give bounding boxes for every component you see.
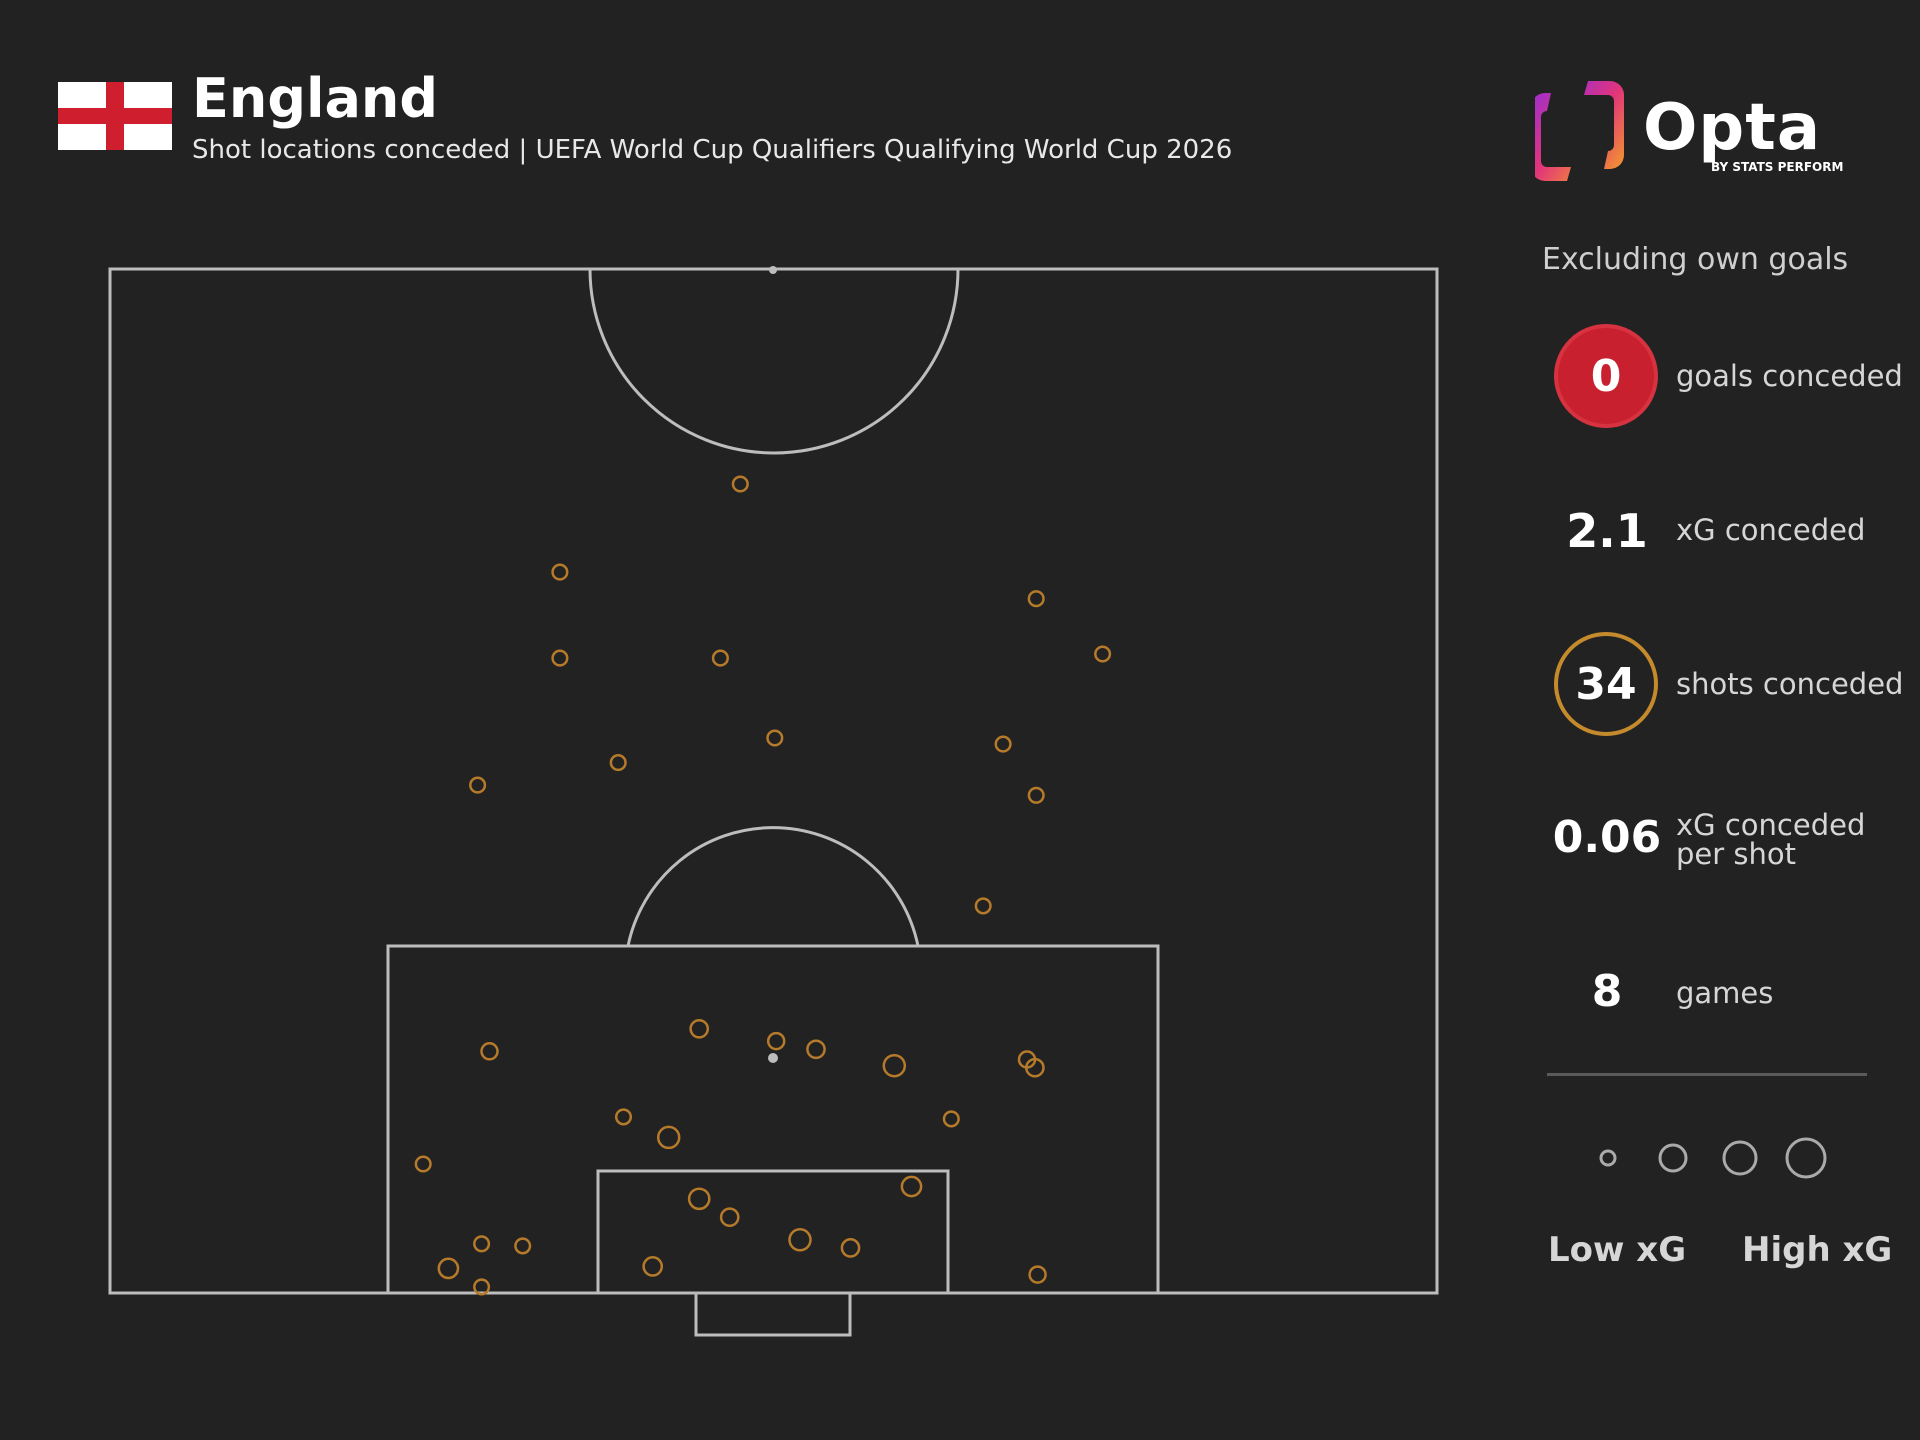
- shot-marker: [437, 1257, 460, 1280]
- shot-marker: [687, 1187, 711, 1211]
- shot-marker: [642, 1256, 664, 1277]
- shot-marker: [766, 729, 784, 747]
- shot-marker: [840, 1238, 861, 1258]
- penalty-arc: [626, 826, 920, 947]
- shot-marker: [480, 1042, 499, 1061]
- shot-marker: [900, 1175, 923, 1198]
- shot-marker: [711, 649, 729, 667]
- legend-circle-3: [1722, 1140, 1758, 1176]
- goal: [694, 1291, 852, 1337]
- games-label: games: [1676, 976, 1774, 1010]
- games-value: 8: [1591, 966, 1623, 1017]
- center-circle: [588, 268, 960, 455]
- shot-marker: [689, 1018, 710, 1039]
- england-flag: [58, 82, 172, 150]
- shots-layer: [414, 475, 1112, 1296]
- goals-label: goals conceded: [1676, 359, 1903, 393]
- xg-per-shot-label-2: per shot: [1676, 837, 1796, 871]
- stats-note: Excluding own goals: [1542, 242, 1849, 277]
- shot-marker: [994, 735, 1012, 753]
- penalty-spot: [768, 1053, 778, 1063]
- goals-badge: 0: [1554, 324, 1658, 428]
- opta-logo-subtext: BY STATS PERFORM: [1711, 160, 1844, 174]
- opta-logo: Opta BY STATS PERFORM: [1535, 76, 1855, 186]
- legend-high-label: High xG: [1742, 1230, 1893, 1270]
- shot-marker: [719, 1207, 740, 1228]
- shot-marker: [656, 1125, 681, 1150]
- xg-per-shot-value: 0.06: [1552, 812, 1662, 863]
- pitch: [108, 266, 1439, 1337]
- shot-marker: [788, 1228, 812, 1252]
- shots-value: 34: [1575, 658, 1637, 710]
- shot-marker: [1027, 786, 1045, 804]
- xg-per-shot-label-1: xG conceded: [1676, 808, 1866, 842]
- shot-marker: [609, 754, 627, 772]
- page-title: England: [192, 67, 439, 130]
- legend-divider: [1547, 1073, 1867, 1076]
- shot-marker: [514, 1237, 532, 1255]
- shots-badge: 34: [1554, 632, 1658, 736]
- legend-circle-2: [1658, 1143, 1688, 1173]
- penalty-area: [386, 944, 1160, 1295]
- shot-marker: [614, 1108, 633, 1126]
- shot-marker: [1028, 1265, 1047, 1284]
- legend-circle-4: [1785, 1137, 1827, 1179]
- shot-marker: [731, 475, 749, 493]
- xg-label: xG conceded: [1676, 513, 1866, 547]
- pitch-outline: [108, 267, 1439, 1295]
- shots-label: shots conceded: [1676, 667, 1904, 701]
- shot-marker: [1025, 1057, 1045, 1078]
- shot-marker: [1027, 590, 1045, 608]
- flag-cross-vertical: [106, 82, 124, 150]
- shot-marker: [469, 776, 487, 794]
- center-spot: [769, 266, 777, 274]
- shot-marker: [414, 1155, 432, 1173]
- page-subtitle: Shot locations conceded | UEFA World Cup…: [192, 135, 1233, 165]
- shot-marker: [766, 1031, 786, 1051]
- shot-marker: [551, 563, 569, 581]
- goals-value: 0: [1590, 350, 1622, 402]
- legend-low-label: Low xG: [1548, 1230, 1687, 1270]
- opta-logo-text: Opta: [1643, 91, 1821, 165]
- shot-marker: [942, 1110, 960, 1128]
- shot-marker: [882, 1053, 907, 1078]
- shot-marker: [551, 649, 569, 667]
- legend-circle-1: [1599, 1149, 1617, 1167]
- shot-marker: [1094, 645, 1112, 663]
- xg-value: 2.1: [1566, 504, 1648, 558]
- opta-logo-icon: [1535, 81, 1624, 181]
- shot-marker: [806, 1039, 826, 1060]
- shot-marker: [473, 1235, 491, 1253]
- shot-marker: [473, 1278, 491, 1296]
- shot-marker: [974, 897, 992, 915]
